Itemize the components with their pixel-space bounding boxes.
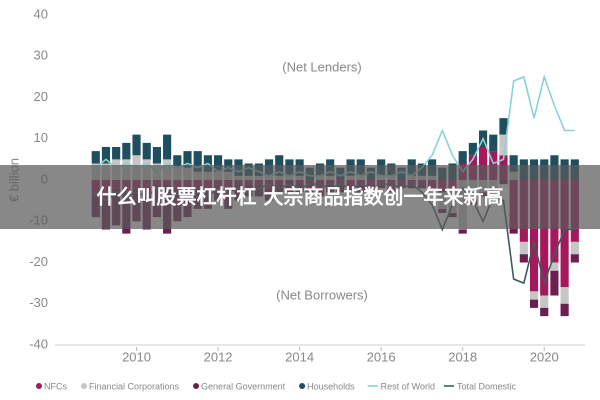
x-tick-label: 2018 [448,349,477,364]
bar [540,180,549,296]
x-tick-label: 2016 [367,349,396,364]
legend-swatch [193,383,200,389]
legend-swatch [299,383,306,389]
bar [479,147,488,180]
legend-label: Financial Corporations [89,381,180,391]
bar [112,147,121,160]
legend-label: NFCs [44,381,67,391]
legend-swatch [36,383,42,389]
bar [550,270,559,296]
y-tick-label: 30 [34,48,48,63]
bar [540,307,549,317]
legend-label: Total Domestic [457,381,517,391]
bar [560,180,569,288]
y-tick-label: 10 [34,130,48,145]
banner-text: 什么叫股票杠杆杠 大宗商品指数创一年来新高 [97,185,504,209]
y-tick-label: 20 [34,89,48,104]
y-tick-label: -20 [29,254,48,269]
bar [519,254,528,263]
y-tick-label: 40 [34,6,48,21]
x-tick-label: 2012 [204,349,233,364]
bar [142,142,151,160]
annotation: (Net Borrowers) [276,287,368,302]
x-tick-label: 2014 [285,349,314,364]
x-tick-label: 2020 [530,349,559,364]
bar [529,180,539,292]
bar [91,151,100,164]
bar [458,229,467,234]
bar [529,299,539,308]
bar [132,134,141,156]
bar [152,147,161,164]
bar [214,155,223,172]
bar [499,134,508,156]
bar [570,241,579,255]
bar [529,291,539,300]
bar [183,151,192,168]
bar [519,241,528,255]
banner-background [0,165,600,229]
bar [560,303,569,317]
bar [540,295,549,308]
bar [499,118,508,135]
bar [122,142,131,160]
bar [570,254,579,263]
legend-swatch [81,383,87,389]
bar [101,147,111,164]
legend-label: General Government [201,381,286,391]
bar [163,134,172,160]
y-tick-label: -30 [29,295,48,310]
bar [458,151,467,164]
legend: NFCs Financial Corporations General Govern… [36,381,517,391]
y-tick-label: -40 [29,336,48,351]
bar [173,155,182,168]
bar [509,155,518,172]
x-tick-label: 2010 [122,349,151,364]
bar [193,151,202,172]
bar [509,229,518,234]
legend-label: Households [307,381,355,391]
bar [468,142,477,156]
legend-label: Rest of World [381,381,435,391]
bar [550,262,559,271]
bar [489,134,498,152]
bar [560,287,569,304]
annotation: (Net Lenders) [282,59,361,74]
